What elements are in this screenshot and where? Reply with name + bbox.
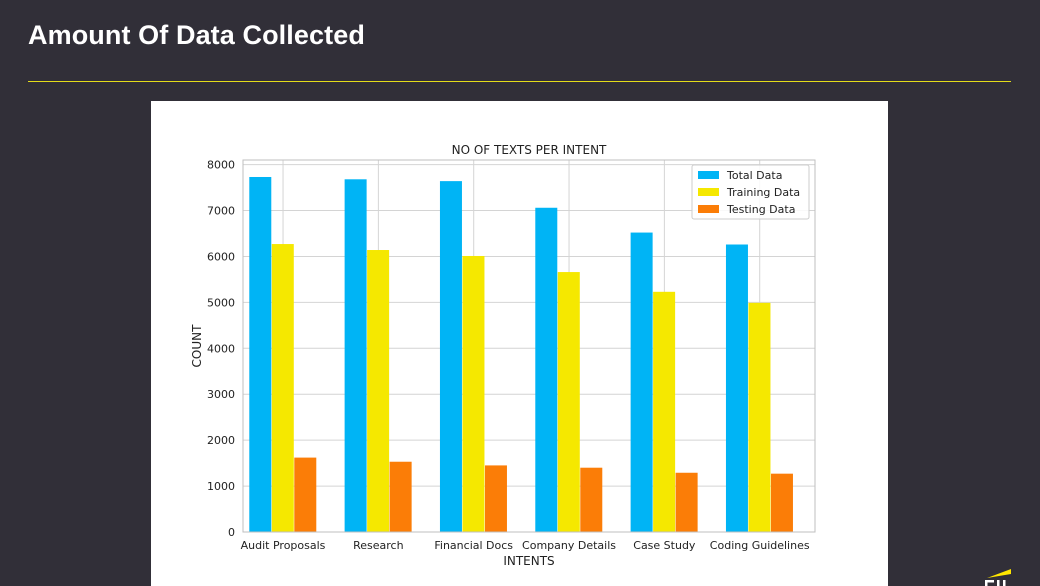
chart-title: NO OF TEXTS PER INTENT — [452, 143, 607, 157]
y-tick-label: 3000 — [207, 388, 235, 401]
y-tick-label: 4000 — [207, 342, 235, 355]
x-tick-label: Coding Guidelines — [710, 539, 810, 552]
bar-testing-data — [675, 472, 698, 532]
plot-frame — [242, 159, 816, 533]
legend-swatch — [698, 188, 719, 196]
legend-swatch — [698, 171, 719, 179]
title-divider — [28, 81, 1011, 82]
y-tick-label: 6000 — [207, 250, 235, 263]
legend-label: Testing Data — [726, 203, 795, 216]
bar-total-data — [439, 181, 462, 532]
bar-chart: 0 1000 2000 3000 4000 5000 6000 7000 8000 Audit P… — [190, 143, 816, 568]
x-tick-label: Audit Proposals — [241, 539, 326, 552]
bar-total-data — [725, 244, 748, 532]
bar-training-data — [462, 255, 485, 533]
bars-layer — [249, 176, 793, 533]
axis-layer: 0 1000 2000 3000 4000 5000 6000 7000 8000 Audit P… — [207, 159, 810, 552]
y-tick-label: 2000 — [207, 434, 235, 447]
bar-testing-data — [389, 461, 412, 532]
x-tick-label: Financial Docs — [434, 539, 513, 552]
y-tick-label: 0 — [228, 526, 235, 539]
y-tick-label: 1000 — [207, 480, 235, 493]
x-tick-label: Research — [353, 539, 403, 552]
x-axis-label: INTENTS — [503, 554, 554, 568]
bar-total-data — [249, 176, 272, 532]
legend-label: Total Data — [726, 169, 782, 182]
legend-swatch — [698, 205, 719, 213]
legend: Total Data Training Data Testing Data — [691, 164, 810, 220]
y-axis-label: COUNT — [190, 324, 204, 368]
bar-training-data — [557, 272, 580, 532]
legend-label: Training Data — [726, 186, 800, 199]
bar-testing-data — [580, 467, 603, 532]
bar-testing-data — [770, 473, 793, 532]
y-tick-label: 5000 — [207, 296, 235, 309]
y-tick-label: 7000 — [207, 205, 235, 218]
bar-training-data — [653, 291, 676, 532]
bar-total-data — [344, 179, 367, 532]
x-tick-label: Company Details — [522, 539, 616, 552]
legend-box — [691, 164, 810, 220]
bar-testing-data — [484, 465, 507, 532]
ey-logo-icon — [985, 569, 1011, 586]
chart-card: 0 1000 2000 3000 4000 5000 6000 7000 8000 Audit P… — [151, 101, 888, 586]
y-tick-label: 8000 — [207, 159, 235, 172]
bar-training-data — [271, 244, 294, 533]
slide-title: Amount Of Data Collected — [28, 20, 365, 50]
bar-training-data — [748, 302, 771, 532]
bar-total-data — [630, 232, 653, 532]
x-tick-label: Case Study — [633, 539, 696, 552]
bar-total-data — [535, 207, 558, 532]
bar-training-data — [367, 250, 390, 532]
bar-testing-data — [294, 457, 317, 532]
